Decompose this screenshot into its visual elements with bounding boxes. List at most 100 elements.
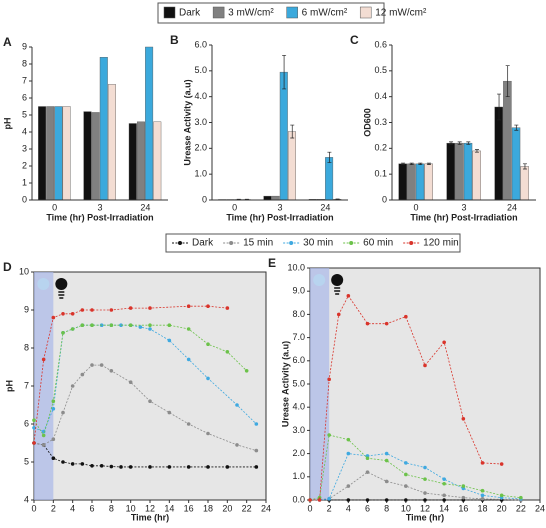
point — [225, 306, 230, 310]
bar — [279, 71, 288, 201]
series-line — [33, 364, 257, 451]
x-tick-label: 12 — [420, 503, 430, 513]
x-tick-label: 24 — [140, 202, 150, 212]
x-tick-label: 6 — [89, 503, 94, 513]
x-axis-label: Time (hr) Post-Irradiation — [410, 212, 517, 222]
y-tick-label: 7 — [24, 380, 29, 390]
legend-frame — [165, 233, 461, 253]
error-bar — [497, 93, 502, 121]
legend-marker — [409, 241, 414, 245]
legend-label: 60 min — [363, 238, 393, 249]
point — [70, 327, 75, 331]
error-bar — [426, 162, 431, 165]
bar — [463, 142, 473, 201]
point — [186, 465, 191, 469]
error-bar — [466, 141, 471, 145]
point — [235, 403, 239, 407]
legend-label: 120 min — [423, 238, 459, 249]
y-tick-label: 0.5 — [374, 65, 387, 75]
legend-swatch — [212, 6, 225, 19]
point — [206, 304, 210, 309]
point — [384, 498, 389, 502]
point — [80, 323, 85, 328]
point — [346, 498, 351, 502]
point — [442, 493, 446, 498]
point — [327, 433, 331, 437]
point — [51, 437, 56, 442]
point — [32, 418, 36, 423]
legend-label: 12 mW/cm² — [375, 8, 427, 19]
legend-label: 3 mW/cm² — [228, 8, 274, 19]
point — [70, 462, 75, 466]
y-tick-label: 5.0 — [194, 65, 207, 75]
legend-label: Dark — [179, 8, 201, 19]
point — [186, 357, 191, 362]
y-tick-label: 0 — [382, 194, 387, 204]
x-tick-label: 16 — [184, 503, 194, 513]
y-tick-label: 6.0 — [194, 39, 207, 49]
y-tick-label: 5 — [24, 456, 29, 466]
bar — [511, 127, 521, 201]
point — [404, 314, 408, 319]
bulb-base — [58, 291, 65, 299]
point — [404, 461, 408, 465]
x-tick-label: 10 — [401, 503, 411, 513]
y-tick-label: 2 — [22, 160, 27, 170]
bar — [38, 106, 47, 201]
bar — [398, 163, 407, 201]
y-tick-label: 0.3 — [374, 117, 387, 127]
point — [138, 325, 143, 329]
point — [70, 312, 75, 316]
point — [442, 498, 446, 502]
x-tick-label: 0 — [413, 202, 418, 212]
point — [80, 462, 85, 466]
bar — [91, 112, 100, 201]
point — [480, 497, 485, 501]
bulb-on-icon — [37, 278, 50, 290]
point — [128, 323, 133, 328]
x-tick-label: 10 — [126, 503, 136, 513]
point — [254, 448, 259, 453]
point — [404, 498, 408, 502]
bar — [128, 123, 137, 201]
point — [423, 498, 427, 502]
y-axis-label: pH — [4, 380, 14, 392]
x-tick-label: 0 — [232, 202, 237, 212]
bar — [424, 163, 433, 201]
point — [148, 323, 152, 328]
point — [128, 306, 133, 310]
y-tick-label: 8.0 — [292, 309, 305, 319]
point — [206, 431, 210, 436]
legend-swatch — [286, 6, 298, 19]
bulb-off-icon — [55, 278, 68, 290]
y-tick-label: 4.0 — [194, 91, 207, 101]
y-tick-label: 1.0 — [194, 169, 207, 179]
point — [90, 308, 94, 312]
bar — [415, 163, 425, 201]
error-bar — [401, 162, 406, 165]
legend-label: 15 min — [243, 238, 273, 249]
point — [32, 441, 36, 445]
point — [346, 484, 351, 488]
point — [365, 498, 370, 502]
bulb-base — [334, 287, 341, 295]
y-tick-label: 1.0 — [292, 471, 305, 481]
bar — [54, 106, 63, 201]
point — [167, 323, 172, 328]
legend-label: 30 min — [303, 238, 333, 249]
error-bar — [474, 149, 479, 153]
point — [41, 443, 46, 447]
point — [480, 461, 485, 465]
axes — [391, 45, 536, 201]
bar — [136, 121, 145, 201]
point — [461, 484, 466, 488]
y-axis-label: Urease Activity (a.u) — [182, 79, 192, 165]
point — [51, 399, 56, 404]
x-tick-label: 2 — [51, 503, 56, 513]
x-tick-label: 22 — [516, 503, 526, 513]
point — [384, 479, 389, 484]
point — [186, 304, 191, 309]
x-tick-label: 3 — [97, 202, 102, 212]
y-tick-label: 9 — [24, 304, 29, 314]
error-bar — [514, 124, 519, 131]
